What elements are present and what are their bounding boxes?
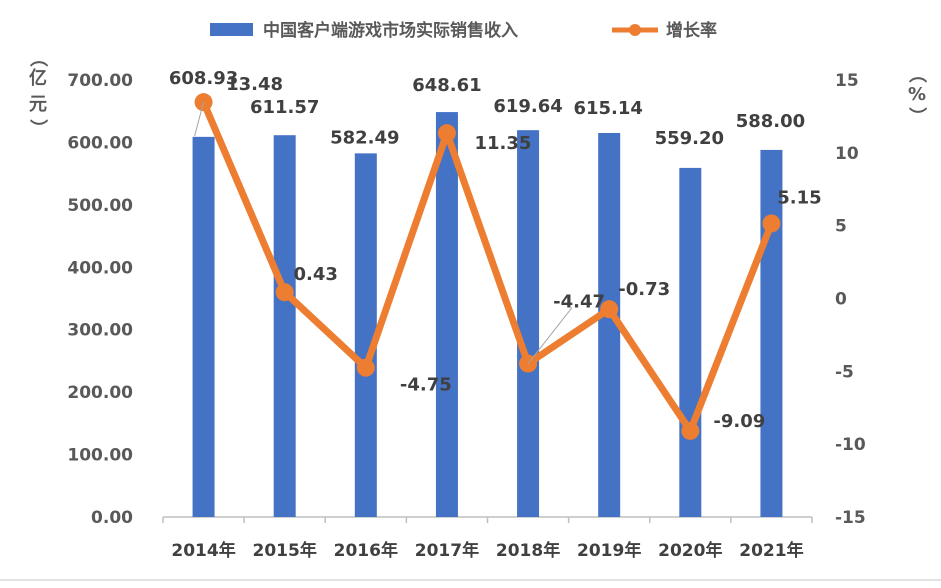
growth-rate-point [762,214,781,233]
revenue-bar [192,136,215,517]
revenue-bar [273,135,296,518]
growth-rate-data-label: -0.73 [618,279,670,300]
y-right-tick-label: 5 [835,217,847,237]
axes: 2014年 2015年 2016年 2017年 2018年 2019年 2020年 2021年… [67,71,865,561]
x-tick-label: 2019年 [577,540,641,561]
revenue-data-label: 611.57 [250,97,319,118]
y-left-tick-label: 300.00 [67,321,133,341]
x-tick-label: 2015年 [253,540,317,561]
left-unit-char: ） [27,119,48,137]
right-axis-unit: （ % ） [906,65,927,125]
x-tick-label: 2020年 [658,540,722,561]
revenue-data-label: 608.93 [169,68,238,89]
y-right-tick-label: 10 [835,144,859,164]
revenue-data-label: 648.61 [412,75,481,96]
legend-swatch-bar [210,23,253,36]
x-tick-label: 2021年 [739,540,803,561]
growth-rate-point [437,124,456,143]
right-unit-char: （ [906,65,927,83]
growth-rate-data-label: 11.35 [474,133,531,154]
right-unit-char: % [908,84,926,105]
y-right-tick-label: -15 [835,508,866,528]
y-left-tick-label: 200.00 [67,383,133,403]
data-labels: 608.93 611.57 582.49 648.61 619.64 615.14 559.… [169,68,822,432]
revenue-bar [598,132,621,518]
growth-rate-data-label: 5.15 [777,187,821,208]
revenue-bar [435,112,458,518]
growth-rate-data-label: 0.43 [293,264,337,285]
growth-rate-point [356,358,375,377]
y-right-tick-label: -5 [835,362,854,382]
revenue-data-label: 619.64 [493,96,562,117]
y-left-tick-label: 600.00 [67,133,133,153]
data-label-leader-line [527,307,573,364]
x-tick-label: 2016年 [334,540,398,561]
growth-rate-point [600,300,619,319]
growth-rate-data-label: -9.09 [713,411,765,432]
revenue-bar [517,130,540,517]
y-left-tick-label: 400.00 [67,258,133,278]
revenue-data-label: 588.00 [736,111,805,132]
revenue-data-label: 615.14 [573,98,642,119]
line-series [194,93,781,440]
revenue-bar [354,153,377,518]
y-right-tick-label: 0 [835,290,847,310]
left-unit-char: （ [27,49,48,67]
legend-swatch-marker [629,24,641,36]
growth-rate-data-label: -4.75 [400,375,452,396]
data-label-leader-line [194,102,205,137]
legend-label-revenue: 中国客户端游戏市场实际销售收入 [263,20,518,41]
x-tick-label: 2014年 [171,540,235,561]
bar-series [192,112,783,518]
x-tick-label: 2017年 [415,540,479,561]
y-left-tick-label: 700.00 [67,71,133,91]
revenue-data-label: 559.20 [655,128,724,149]
x-tick-label: 2018年 [496,540,560,561]
revenue-data-label: 582.49 [330,127,399,148]
y-left-tick-label: 100.00 [67,446,133,466]
growth-rate-data-label: 13.48 [226,74,283,95]
left-axis-unit: （ 亿 元 ） [27,49,48,137]
y-left-tick-label: 500.00 [67,196,133,216]
y-left-tick-label: 0.00 [91,508,133,528]
growth-rate-point [681,421,700,440]
growth-rate-point [275,283,294,302]
legend-label-growth-rate: 增长率 [666,20,717,41]
y-right-tick-label: 15 [835,71,859,91]
growth-rate-data-label: -4.47 [553,292,605,313]
growth-rate-line [200,98,775,435]
right-unit-char: ） [906,107,927,125]
left-unit-char: 亿 [29,67,47,89]
left-unit-char: 元 [29,94,47,115]
y-right-tick-label: -10 [835,435,866,455]
revenue-bar [679,167,702,518]
legend: 中国客户端游戏市场实际销售收入 增长率 [210,20,717,41]
